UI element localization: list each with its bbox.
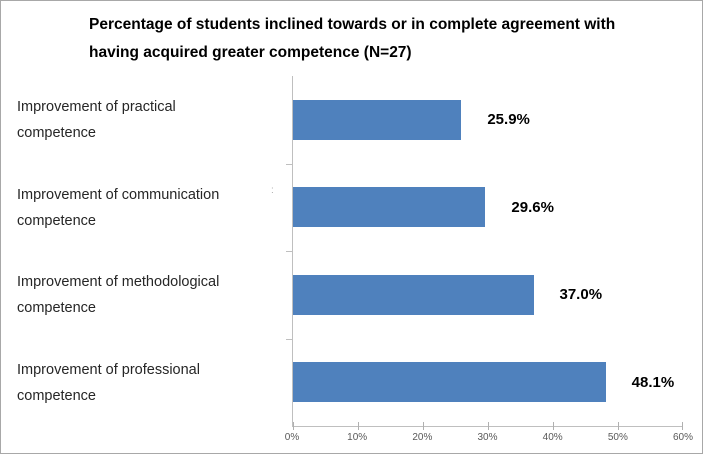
category-label-line: competence — [17, 388, 96, 405]
bar-row: 37.0% — [293, 251, 683, 339]
bar-communication — [293, 187, 486, 228]
bar-value-label: 29.6% — [511, 198, 554, 216]
chart-title-line2: having acquired greater competence (N=27… — [89, 44, 412, 61]
x-axis-labels: 0% 10% 20% 30% 40% 50% 60% — [285, 432, 693, 446]
y-axis-tick — [286, 338, 293, 340]
x-axis-tick-label: 10% — [347, 432, 368, 443]
category-label-line: competence — [17, 300, 96, 317]
bar-row: 48.1% — [293, 339, 683, 427]
bar-professional — [293, 362, 606, 403]
bar-practical — [293, 99, 462, 140]
category-label-methodological: Improvement of methodological competence — [1, 252, 279, 340]
x-axis-tick-label: 50% — [607, 432, 628, 443]
y-axis-tick — [286, 163, 293, 165]
plot-area: 25.9% 29.6% 37.0% 48.1% — [286, 76, 683, 430]
x-axis-tick — [618, 422, 619, 430]
category-label-line: competence — [17, 124, 96, 141]
x-axis-tick — [357, 422, 359, 430]
x-axis-tick — [682, 422, 683, 430]
category-label-line: Improvement of methodological — [17, 274, 220, 291]
category-label-communication: Improvement of communication competence — [1, 164, 279, 252]
chart-title-line1: Percentage of students inclined towards … — [89, 16, 616, 33]
bar-value-label: 48.1% — [631, 373, 675, 391]
y-axis-tick — [286, 251, 293, 252]
category-label-line: Improvement of professional — [17, 362, 200, 379]
category-label-line: competence — [17, 212, 96, 229]
x-axis-tick-label: 20% — [412, 432, 433, 443]
x-axis-tick-label: 60% — [672, 432, 694, 443]
bar-value-label: 37.0% — [559, 286, 603, 304]
bar-value-label: 25.9% — [487, 111, 530, 129]
category-label-line: Improvement of practical — [17, 98, 176, 115]
x-axis-tick — [488, 422, 489, 430]
x-axis-tick-label: 30% — [477, 432, 498, 443]
category-axis: Improvement of practical competence Impr… — [1, 76, 279, 427]
bar-methodological — [293, 274, 534, 315]
category-label-professional: Improvement of professional competence — [1, 339, 279, 427]
chart-title: Percentage of students inclined towards … — [89, 11, 669, 67]
x-axis-tick-label: 0% — [284, 432, 300, 443]
x-axis-tick-label: 40% — [542, 432, 563, 443]
x-axis-tick — [422, 422, 424, 430]
bar-row: 29.6% — [293, 164, 683, 252]
category-label-practical: Improvement of practical competence — [1, 76, 279, 164]
category-label-line: Improvement of communication — [17, 186, 220, 203]
x-axis-tick — [552, 422, 554, 430]
x-axis-tick — [293, 422, 294, 430]
stray-mark: : — [271, 185, 274, 196]
bar-row: 25.9% — [293, 76, 683, 164]
